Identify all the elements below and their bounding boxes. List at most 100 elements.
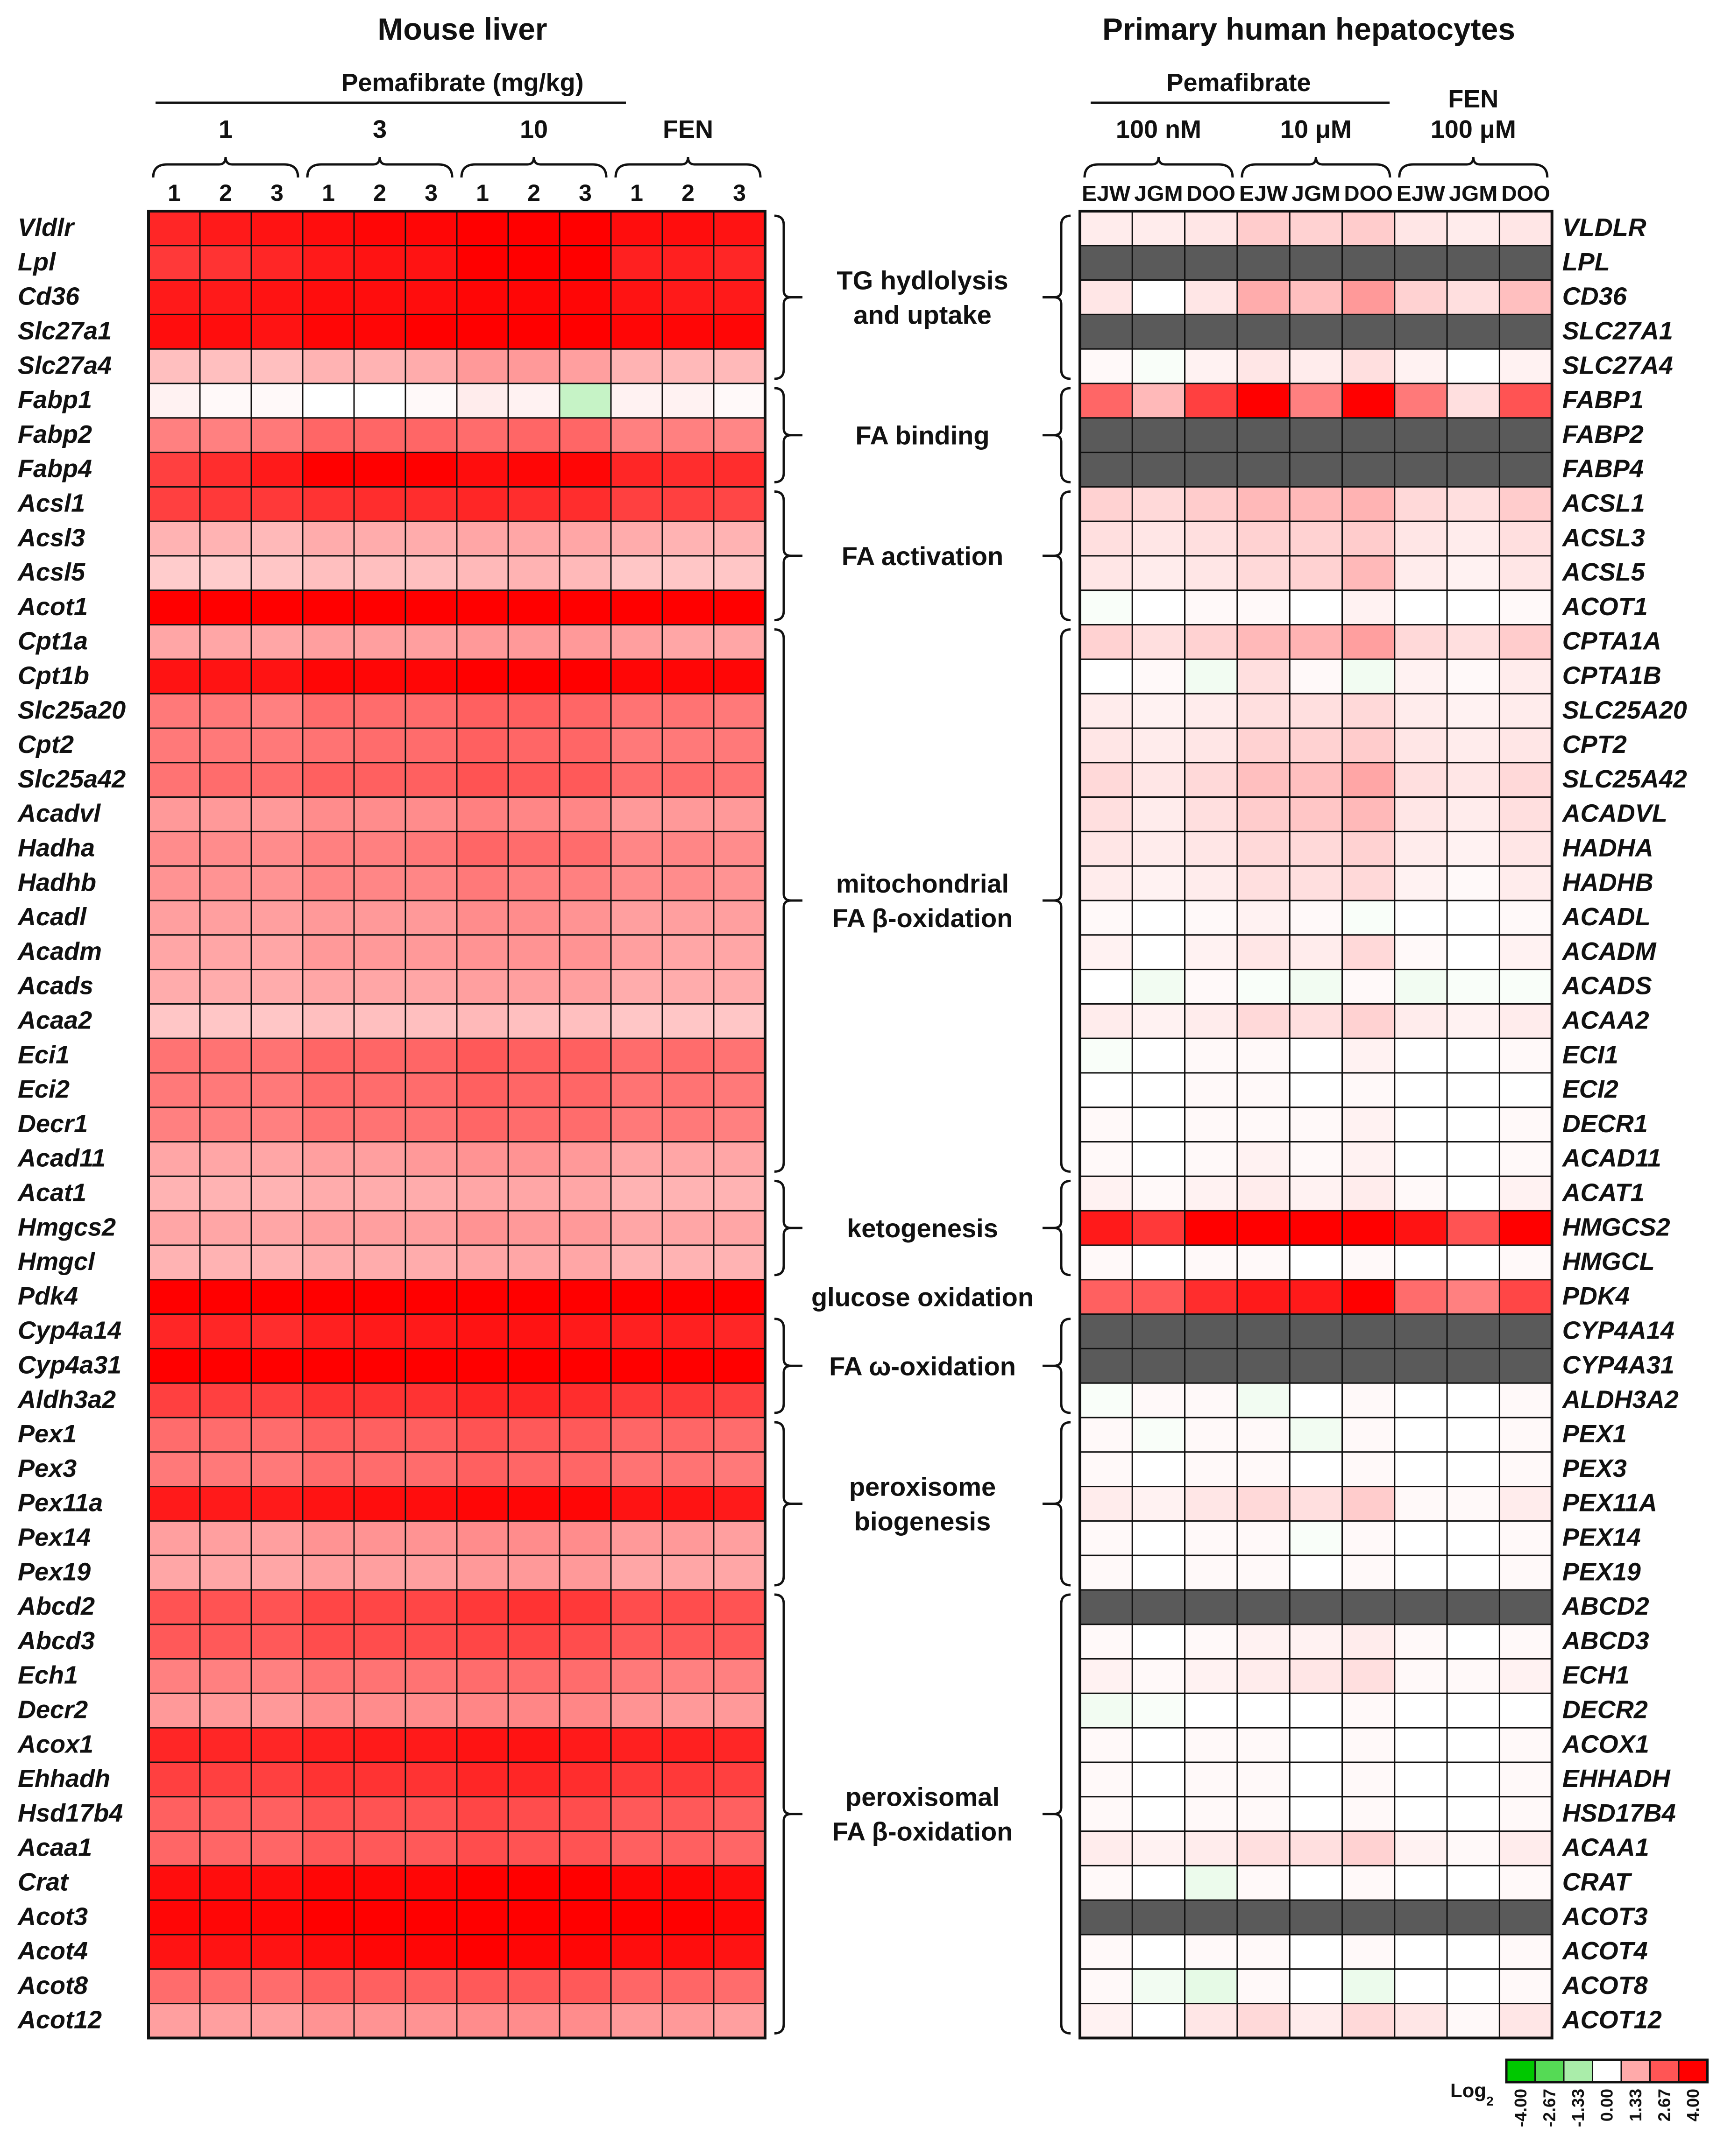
heatmap-cell: [302, 1865, 355, 1901]
heatmap-cell: [1131, 1968, 1186, 2005]
heatmap-cell: [456, 969, 509, 1005]
legend-tick-label: -2.67: [1540, 2089, 1559, 2127]
heatmap-cell: [1498, 1486, 1553, 1522]
heatmap-cell: [148, 2003, 201, 2039]
heatmap-cell: [250, 1761, 304, 1798]
heatmap-cell: [713, 1865, 766, 1901]
heatmap-cell: [1079, 1003, 1133, 1039]
heatmap-cell: [250, 313, 304, 350]
legend-border: [1505, 2058, 1709, 2084]
heatmap-cell: [610, 1417, 663, 1453]
heatmap-cell: [353, 1899, 406, 1936]
heatmap-cell: [404, 1279, 458, 1315]
heatmap-cell: [1498, 1313, 1553, 1349]
heatmap-cell: [559, 452, 612, 488]
heatmap-cell: [456, 1348, 509, 1384]
pathway-bracket-right: [1053, 490, 1071, 622]
heatmap-cell: [507, 1106, 561, 1143]
heatmap-cell: [1394, 693, 1448, 729]
heatmap-cell: [199, 1279, 252, 1315]
heatmap-cell: [148, 1313, 201, 1349]
heatmap-cell: [1236, 1554, 1291, 1591]
heatmap-cell: [199, 1589, 252, 1625]
heatmap-cell: [199, 1072, 252, 1108]
heatmap-cell: [1236, 383, 1291, 419]
heatmap-cell: [1131, 1554, 1186, 1591]
heatmap-cell: [1446, 624, 1500, 660]
heatmap-cell: [1079, 1934, 1133, 1970]
heatmap-cell: [1341, 1830, 1396, 1866]
heatmap-cell: [1289, 1692, 1343, 1729]
heatmap-cell: [1446, 1865, 1500, 1901]
heatmap-cell: [404, 1589, 458, 1625]
heatmap-cell: [404, 1003, 458, 1039]
legend-swatch: [1505, 2059, 1536, 2083]
heatmap-cell: [1498, 1451, 1553, 1488]
heatmap-cell: [1394, 1865, 1448, 1901]
replicate-label: 2: [681, 180, 695, 206]
heatmap-cell: [302, 1658, 355, 1694]
heatmap-cell: [302, 520, 355, 557]
heatmap-cell: [148, 313, 201, 350]
heatmap-cell: [353, 1554, 406, 1591]
heatmap-cell: [456, 520, 509, 557]
heatmap-cell: [302, 1037, 355, 1074]
heatmap-cell: [199, 520, 252, 557]
heatmap-cell: [404, 417, 458, 454]
gene-label: ACAT1: [1561, 1179, 1645, 1207]
heatmap-cell: [1289, 348, 1343, 384]
heatmap-cell: [404, 865, 458, 901]
heatmap-cell: [1289, 1417, 1343, 1453]
heatmap-cell: [661, 2003, 715, 2039]
heatmap-cell: [1446, 727, 1500, 764]
heatmap-cell: [713, 348, 766, 384]
dose-group-label: 10: [520, 115, 548, 143]
heatmap-cell: [456, 1417, 509, 1453]
heatmap-cell: [1394, 313, 1448, 350]
heatmap-cell: [456, 624, 509, 660]
heatmap-cell: [148, 1072, 201, 1108]
heatmap-cell: [1341, 2003, 1396, 2039]
heatmap-cell: [404, 624, 458, 660]
dose-group-label: 100 nM: [1116, 115, 1201, 143]
heatmap-cell: [250, 865, 304, 901]
gene-label: Decr2: [18, 1696, 88, 1724]
heatmap-cell: [1446, 1934, 1500, 1970]
heatmap-cell: [1131, 1072, 1186, 1108]
heatmap-cell: [148, 865, 201, 901]
heatmap-cell: [1446, 486, 1500, 522]
heatmap-cell: [1394, 1692, 1448, 1729]
heatmap-cell: [1341, 900, 1396, 936]
heatmap-cell: [1184, 727, 1238, 764]
legend-tick-label: -4.00: [1511, 2089, 1530, 2127]
heatmap-cell: [1341, 1727, 1396, 1763]
heatmap-cell: [1446, 1313, 1500, 1349]
heatmap-cell: [302, 830, 355, 867]
gene-label: Cyp4a31: [18, 1351, 121, 1379]
heatmap-cell: [713, 1589, 766, 1625]
heatmap-cell: [148, 589, 201, 626]
heatmap-cell: [1131, 1210, 1186, 1246]
heatmap-cell: [1131, 1796, 1186, 1832]
heatmap-cell: [1131, 1417, 1186, 1453]
heatmap-cell: [1236, 2003, 1291, 2039]
heatmap-cell: [1446, 1175, 1500, 1212]
heatmap-cell: [610, 1486, 663, 1522]
heatmap-cell: [713, 1934, 766, 1970]
heatmap-cell: [1341, 1210, 1396, 1246]
heatmap-cell: [353, 589, 406, 626]
heatmap-cell: [1446, 1624, 1500, 1660]
heatmap-cell: [250, 1141, 304, 1177]
heatmap-cell: [456, 1279, 509, 1315]
heatmap-cell: [1446, 1589, 1500, 1625]
heatmap-cell: [456, 1865, 509, 1901]
gene-label: Acadl: [17, 903, 87, 931]
heatmap-cell: [353, 1658, 406, 1694]
gene-label: Acad11: [17, 1144, 106, 1172]
heatmap-cell: [404, 693, 458, 729]
heatmap-cell: [199, 1106, 252, 1143]
heatmap-cell: [302, 1554, 355, 1591]
heatmap-cell: [507, 1761, 561, 1798]
pathway-label: FA activation: [842, 541, 1003, 571]
